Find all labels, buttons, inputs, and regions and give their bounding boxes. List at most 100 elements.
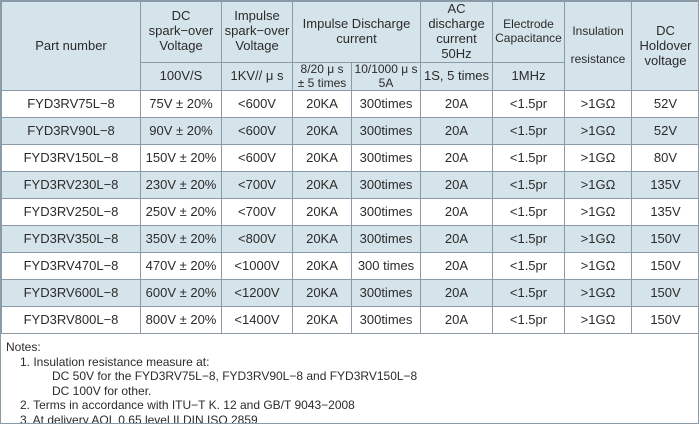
- cell-impulse: <800V: [221, 225, 293, 254]
- cell-capacitance: <1.5pr: [492, 225, 565, 254]
- cell-capacitance: <1.5pr: [492, 306, 565, 335]
- cell-discharge-a: 20KA: [292, 90, 352, 119]
- notes-section: Notes: 1. Insulation resistance measure …: [1, 334, 698, 424]
- table-row: FYD3RV800L−8 800V ± 20% <1400V 20KA 300t…: [1, 306, 698, 335]
- cell-capacitance: <1.5pr: [492, 90, 565, 119]
- cell-capacitance: <1.5pr: [492, 171, 565, 200]
- cell-holdover: 150V: [631, 306, 698, 335]
- cell-holdover: 150V: [631, 279, 698, 308]
- cell-insulation: >1GΩ: [564, 171, 632, 200]
- cell-impulse: <700V: [221, 198, 293, 227]
- cell-ac: 20A: [420, 279, 493, 308]
- cell-capacitance: <1.5pr: [492, 144, 565, 173]
- subheader-capacitance: 1MHz: [492, 61, 565, 92]
- header-holdover: DC Holdover voltage: [631, 1, 698, 92]
- cell-insulation: >1GΩ: [564, 279, 632, 308]
- cell-ac: 20A: [420, 252, 493, 281]
- cell-discharge-a: 20KA: [292, 306, 352, 335]
- cell-insulation: >1GΩ: [564, 252, 632, 281]
- cell-discharge-b: 300times: [351, 306, 421, 335]
- cell-impulse: <700V: [221, 171, 293, 200]
- notes-title: Notes:: [6, 340, 41, 355]
- cell-impulse: <600V: [221, 144, 293, 173]
- cell-discharge-a: 20KA: [292, 252, 352, 281]
- cell-impulse: <1000V: [221, 252, 293, 281]
- subheader-discharge-a: 8/20 μ s ± 5 times: [292, 61, 352, 92]
- note-1a: DC 50V for the FYD3RV75L−8, FYD3RV90L−8 …: [52, 369, 418, 384]
- cell-ac: 20A: [420, 90, 493, 119]
- cell-holdover: 150V: [631, 225, 698, 254]
- cell-ac: 20A: [420, 306, 493, 335]
- cell-ac: 20A: [420, 144, 493, 173]
- cell-ac: 20A: [420, 117, 493, 146]
- cell-holdover: 150V: [631, 252, 698, 281]
- cell-dc: 250V ± 20%: [140, 198, 222, 227]
- cell-discharge-b: 300times: [351, 117, 421, 146]
- cell-insulation: >1GΩ: [564, 144, 632, 173]
- note-1: 1. Insulation resistance measure at:: [20, 354, 210, 369]
- note-2: 2. Terms in accordance with ITU−T K. 12 …: [20, 398, 355, 413]
- cell-impulse: <1200V: [221, 279, 293, 308]
- cell-discharge-a: 20KA: [292, 198, 352, 227]
- cell-discharge-b: 300 times: [351, 252, 421, 281]
- table-row: FYD3RV230L−8 230V ± 20% <700V 20KA 300ti…: [1, 171, 698, 200]
- table-row: FYD3RV90L−8 90V ± 20% <600V 20KA 300time…: [1, 117, 698, 146]
- cell-insulation: >1GΩ: [564, 198, 632, 227]
- subheader-dc: 100V/S: [140, 61, 222, 92]
- cell-part: FYD3RV230L−8: [1, 171, 141, 200]
- cell-holdover: 52V: [631, 117, 698, 146]
- header-dc-spark: DC spark−over Voltage: [140, 1, 222, 63]
- cell-discharge-b: 300times: [351, 171, 421, 200]
- cell-impulse: <1400V: [221, 306, 293, 335]
- header-impulse-discharge: Impulse Discharge current: [292, 1, 421, 63]
- cell-capacitance: <1.5pr: [492, 252, 565, 281]
- cell-dc: 150V ± 20%: [140, 144, 222, 173]
- cell-discharge-a: 20KA: [292, 117, 352, 146]
- header-capacitance: Electrode Capacitance: [492, 1, 565, 63]
- cell-capacitance: <1.5pr: [492, 279, 565, 308]
- note-1b: DC 100V for other.: [52, 383, 152, 398]
- cell-ac: 20A: [420, 171, 493, 200]
- cell-discharge-b: 300times: [351, 279, 421, 308]
- cell-part: FYD3RV800L−8: [1, 306, 141, 335]
- cell-part: FYD3RV90L−8: [1, 117, 141, 146]
- cell-discharge-a: 20KA: [292, 225, 352, 254]
- cell-holdover: 135V: [631, 171, 698, 200]
- header-impulse-spark: Impulse spark−over Voltage: [221, 1, 293, 63]
- cell-discharge-a: 20KA: [292, 144, 352, 173]
- spec-table: Part number DC spark−over Voltage Impuls…: [1, 1, 698, 335]
- header-part-number: Part number: [1, 1, 141, 92]
- cell-impulse: <600V: [221, 90, 293, 119]
- table-row: FYD3RV250L−8 250V ± 20% <700V 20KA 300ti…: [1, 198, 698, 227]
- cell-capacitance: <1.5pr: [492, 117, 565, 146]
- cell-insulation: >1GΩ: [564, 306, 632, 335]
- table-row: FYD3RV150L−8 150V ± 20% <600V 20KA 300ti…: [1, 144, 698, 173]
- cell-part: FYD3RV600L−8: [1, 279, 141, 308]
- cell-dc: 90V ± 20%: [140, 117, 222, 146]
- cell-dc: 470V ± 20%: [140, 252, 222, 281]
- cell-discharge-b: 300times: [351, 198, 421, 227]
- cell-discharge-b: 300times: [351, 144, 421, 173]
- note-3: 3. At delivery AQL 0.65 level II DIN ISO…: [20, 412, 258, 424]
- table-row: FYD3RV470L−8 470V ± 20% <1000V 20KA 300 …: [1, 252, 698, 281]
- table-row: FYD3RV75L−8 75V ± 20% <600V 20KA 300time…: [1, 90, 698, 119]
- header-ac-discharge: AC discharge current 50Hz: [420, 1, 493, 63]
- cell-impulse: <600V: [221, 117, 293, 146]
- cell-dc: 230V ± 20%: [140, 171, 222, 200]
- cell-part: FYD3RV75L−8: [1, 90, 141, 119]
- cell-discharge-a: 20KA: [292, 279, 352, 308]
- subheader-ac: 1S, 5 times: [420, 61, 493, 92]
- cell-discharge-a: 20KA: [292, 171, 352, 200]
- cell-dc: 350V ± 20%: [140, 225, 222, 254]
- cell-holdover: 80V: [631, 144, 698, 173]
- cell-part: FYD3RV250L−8: [1, 198, 141, 227]
- subheader-discharge-b: 10/1000 μ s 5A: [351, 61, 421, 92]
- cell-insulation: >1GΩ: [564, 117, 632, 146]
- cell-dc: 600V ± 20%: [140, 279, 222, 308]
- cell-discharge-b: 300times: [351, 225, 421, 254]
- cell-holdover: 135V: [631, 198, 698, 227]
- table-row: FYD3RV350L−8 350V ± 20% <800V 20KA 300ti…: [1, 225, 698, 254]
- subheader-impulse: 1KV// μ s: [221, 61, 293, 92]
- cell-dc: 800V ± 20%: [140, 306, 222, 335]
- cell-discharge-b: 300times: [351, 90, 421, 119]
